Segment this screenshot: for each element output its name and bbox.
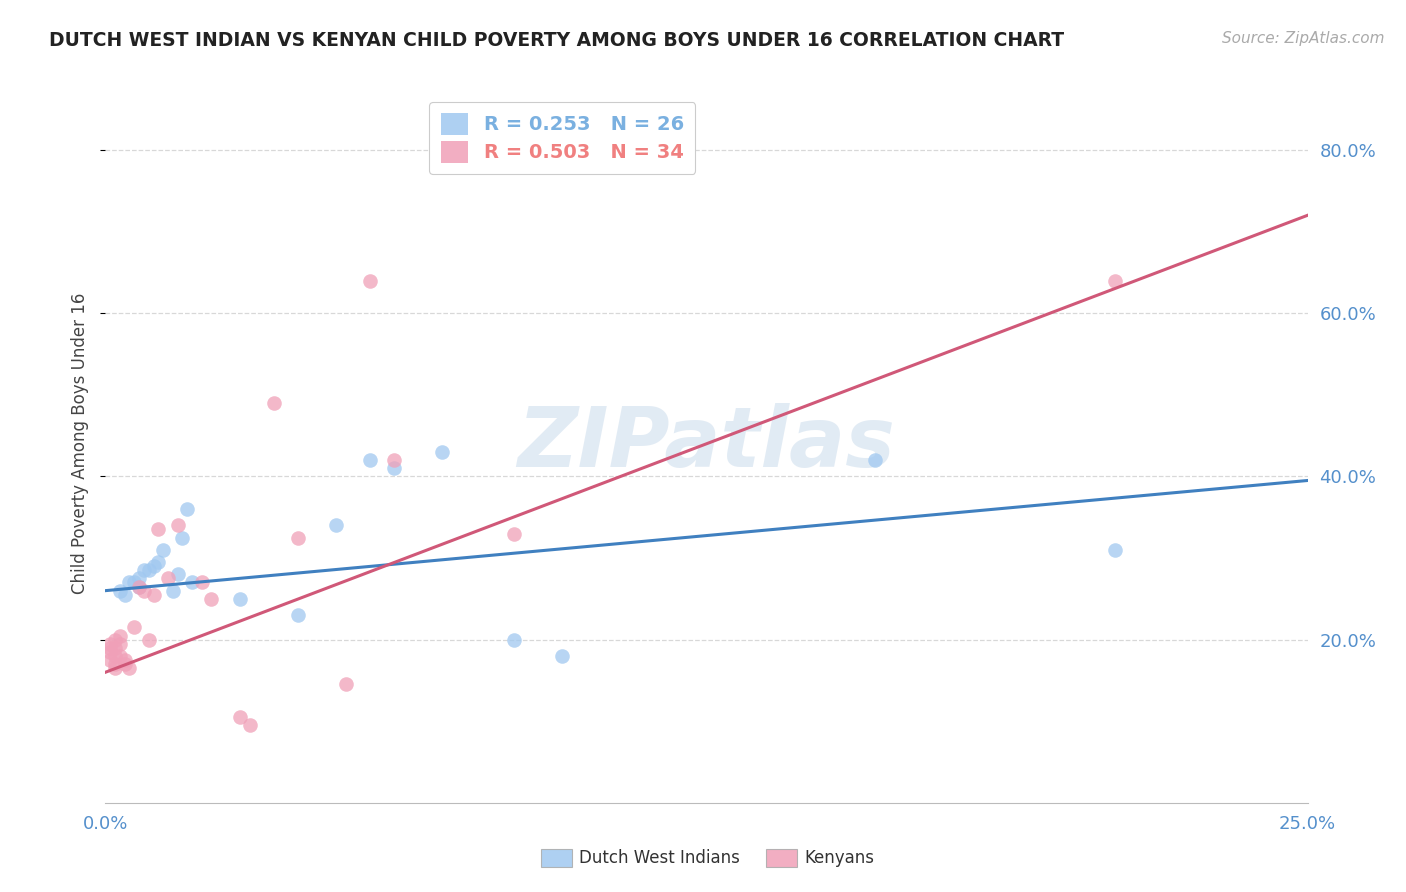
Point bbox=[108, 628, 131, 642]
Point bbox=[128, 580, 150, 594]
Point bbox=[359, 274, 381, 288]
Text: Kenyans: Kenyans bbox=[804, 849, 875, 867]
Point bbox=[138, 632, 160, 647]
Point bbox=[382, 461, 405, 475]
Point bbox=[98, 637, 121, 651]
Point bbox=[138, 563, 160, 577]
Point bbox=[132, 563, 155, 577]
Point bbox=[166, 518, 188, 533]
Point bbox=[148, 555, 170, 569]
Point bbox=[118, 575, 141, 590]
Point bbox=[287, 531, 309, 545]
Point bbox=[176, 502, 198, 516]
Point bbox=[104, 648, 127, 663]
Point bbox=[142, 588, 165, 602]
Point bbox=[503, 632, 526, 647]
Point bbox=[166, 567, 188, 582]
Point bbox=[148, 523, 170, 537]
Point bbox=[104, 661, 127, 675]
Point bbox=[359, 453, 381, 467]
Point bbox=[128, 580, 150, 594]
Point bbox=[114, 588, 136, 602]
Point bbox=[551, 648, 574, 663]
Point bbox=[104, 640, 127, 655]
Text: DUTCH WEST INDIAN VS KENYAN CHILD POVERTY AMONG BOYS UNDER 16 CORRELATION CHART: DUTCH WEST INDIAN VS KENYAN CHILD POVERT… bbox=[49, 31, 1064, 50]
Point bbox=[114, 657, 136, 671]
Point bbox=[263, 396, 285, 410]
Point bbox=[172, 531, 194, 545]
Text: Source: ZipAtlas.com: Source: ZipAtlas.com bbox=[1222, 31, 1385, 46]
Point bbox=[287, 608, 309, 623]
Y-axis label: Child Poverty Among Boys Under 16: Child Poverty Among Boys Under 16 bbox=[72, 293, 90, 594]
Point bbox=[181, 575, 204, 590]
Point bbox=[124, 575, 146, 590]
Point bbox=[503, 526, 526, 541]
Point bbox=[325, 518, 347, 533]
Point bbox=[128, 571, 150, 585]
Point bbox=[108, 648, 131, 663]
Point bbox=[335, 677, 357, 691]
Point bbox=[863, 453, 886, 467]
Point bbox=[98, 645, 121, 659]
Point bbox=[104, 632, 127, 647]
Point bbox=[118, 661, 141, 675]
Text: ZIPatlas: ZIPatlas bbox=[517, 403, 896, 484]
Point bbox=[132, 583, 155, 598]
Text: Dutch West Indians: Dutch West Indians bbox=[579, 849, 740, 867]
Legend: R = 0.253   N = 26, R = 0.503   N = 34: R = 0.253 N = 26, R = 0.503 N = 34 bbox=[429, 102, 696, 174]
Point bbox=[142, 559, 165, 574]
Point bbox=[382, 453, 405, 467]
Point bbox=[229, 710, 252, 724]
Point bbox=[104, 657, 127, 671]
Point bbox=[229, 591, 252, 606]
Point bbox=[190, 575, 212, 590]
Point bbox=[200, 591, 222, 606]
Point bbox=[124, 620, 146, 634]
Point bbox=[108, 637, 131, 651]
Point bbox=[98, 653, 121, 667]
Point bbox=[114, 653, 136, 667]
Point bbox=[108, 583, 131, 598]
Point bbox=[156, 571, 179, 585]
Point bbox=[162, 583, 184, 598]
Point bbox=[98, 640, 121, 655]
Point bbox=[1104, 274, 1126, 288]
Point bbox=[430, 445, 453, 459]
Point bbox=[1104, 542, 1126, 557]
Point bbox=[239, 718, 262, 732]
Point bbox=[152, 542, 174, 557]
